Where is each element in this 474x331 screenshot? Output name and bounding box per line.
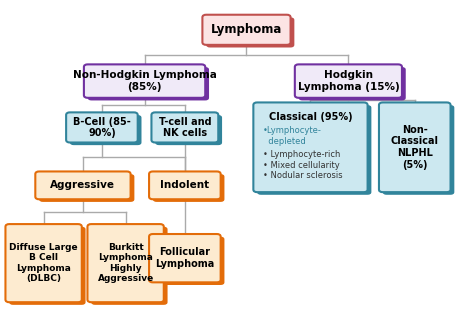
- FancyBboxPatch shape: [9, 227, 85, 305]
- FancyBboxPatch shape: [299, 67, 406, 101]
- Text: • Lymphocyte-rich
• Mixed cellularity
• Nodular sclerosis: • Lymphocyte-rich • Mixed cellularity • …: [263, 150, 342, 180]
- FancyBboxPatch shape: [383, 105, 454, 195]
- FancyBboxPatch shape: [253, 102, 368, 192]
- FancyBboxPatch shape: [66, 113, 137, 142]
- FancyBboxPatch shape: [149, 234, 221, 282]
- FancyBboxPatch shape: [87, 224, 164, 302]
- Text: Hodgkin
Lymphoma (15%): Hodgkin Lymphoma (15%): [298, 70, 399, 92]
- Text: T-cell and
NK cells: T-cell and NK cells: [158, 117, 211, 138]
- FancyBboxPatch shape: [39, 174, 135, 202]
- FancyBboxPatch shape: [379, 102, 450, 192]
- FancyBboxPatch shape: [295, 64, 402, 98]
- FancyBboxPatch shape: [206, 17, 294, 47]
- Text: Burkitt
Lymphoma
Highly
Aggressive: Burkitt Lymphoma Highly Aggressive: [98, 243, 154, 283]
- Text: Aggressive: Aggressive: [50, 180, 116, 190]
- Text: Non-
Classical
NLPHL
(5%): Non- Classical NLPHL (5%): [391, 125, 439, 170]
- Text: Follicular
Lymphoma: Follicular Lymphoma: [155, 247, 214, 269]
- Text: •Lymphocyte-
  depleted: •Lymphocyte- depleted: [263, 126, 322, 146]
- FancyBboxPatch shape: [153, 237, 225, 285]
- Text: Non-Hodgkin Lymphoma
(85%): Non-Hodgkin Lymphoma (85%): [73, 70, 217, 92]
- FancyBboxPatch shape: [202, 15, 291, 45]
- FancyBboxPatch shape: [35, 171, 130, 199]
- FancyBboxPatch shape: [257, 105, 371, 195]
- Text: B-Cell (85-
90%): B-Cell (85- 90%): [73, 117, 131, 138]
- Text: Indolent: Indolent: [160, 180, 210, 190]
- FancyBboxPatch shape: [70, 115, 141, 145]
- FancyBboxPatch shape: [6, 224, 82, 302]
- FancyBboxPatch shape: [155, 115, 222, 145]
- FancyBboxPatch shape: [152, 113, 218, 142]
- FancyBboxPatch shape: [149, 171, 221, 199]
- FancyBboxPatch shape: [84, 64, 205, 98]
- Text: Diffuse Large
B Cell
Lymphoma
(DLBC): Diffuse Large B Cell Lymphoma (DLBC): [9, 243, 78, 283]
- FancyBboxPatch shape: [88, 67, 209, 101]
- Text: Lymphoma: Lymphoma: [211, 23, 282, 36]
- FancyBboxPatch shape: [91, 227, 168, 305]
- FancyBboxPatch shape: [153, 174, 225, 202]
- Text: Classical (95%): Classical (95%): [269, 112, 352, 122]
